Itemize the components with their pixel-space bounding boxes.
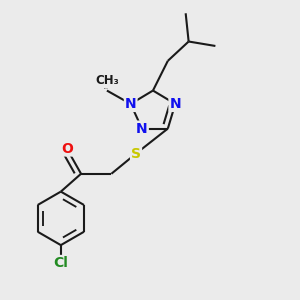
Text: N: N [136,122,148,136]
Text: S: S [131,147,141,160]
Text: N: N [125,97,136,111]
Text: N: N [169,97,181,111]
Text: O: O [61,142,73,155]
Text: methyl: methyl [104,88,109,89]
Text: Cl: Cl [53,256,68,270]
Text: CH₃: CH₃ [95,74,119,87]
